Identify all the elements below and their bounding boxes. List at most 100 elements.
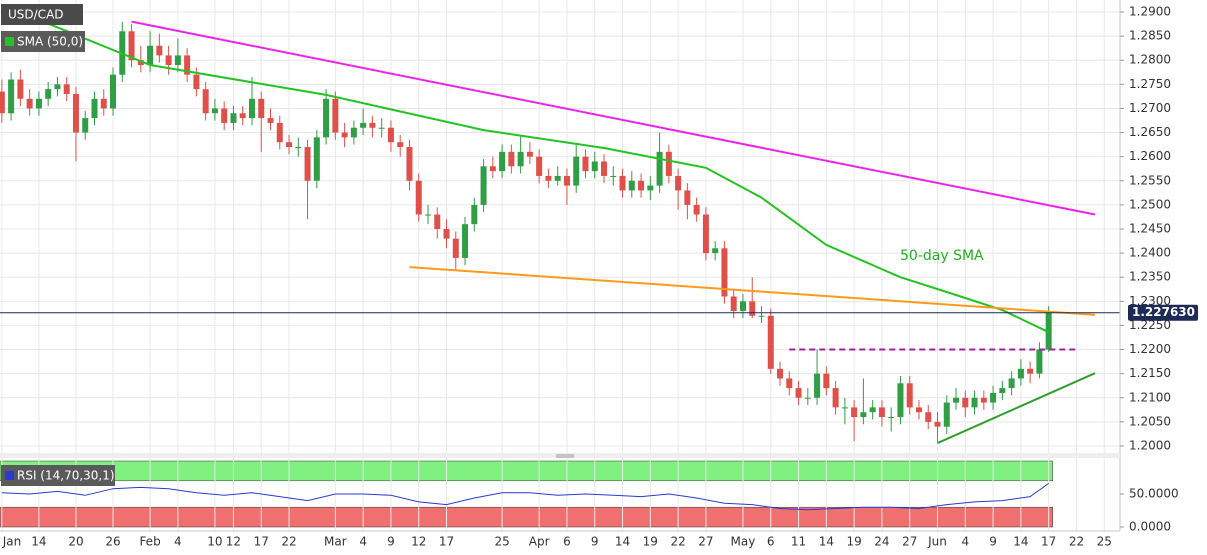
candle-body xyxy=(1017,368,1024,379)
candle-body xyxy=(211,108,218,114)
candle-body xyxy=(100,98,107,109)
last-price-box xyxy=(1128,304,1198,321)
candle-body xyxy=(489,166,496,172)
candle-body xyxy=(8,79,15,114)
candle-body xyxy=(82,118,89,133)
candle-body xyxy=(424,214,431,216)
candle-body xyxy=(619,175,626,191)
candle-body xyxy=(462,224,469,258)
candle-body xyxy=(341,132,348,138)
candle-body xyxy=(832,388,839,408)
annotation: 50-day SMA xyxy=(900,248,984,264)
candle-body xyxy=(54,84,61,90)
x-tick-label: 6 xyxy=(767,535,775,549)
candle-body xyxy=(684,190,691,205)
candle-body xyxy=(739,301,746,311)
x-tick-label: 25 xyxy=(1097,535,1112,549)
candle-body xyxy=(258,98,265,119)
candle-body xyxy=(350,127,357,138)
x-tick-label: Feb xyxy=(139,535,160,549)
candle-body xyxy=(147,45,154,66)
candle-body xyxy=(128,31,135,61)
x-tick-label: 4 xyxy=(961,535,969,549)
x-tick-label: 9 xyxy=(989,535,997,549)
candle-body xyxy=(295,147,302,149)
candle-body xyxy=(943,402,950,427)
candle-body xyxy=(248,98,255,119)
candle-body xyxy=(434,214,441,229)
candle-body xyxy=(582,156,589,172)
x-tick-label: 17 xyxy=(1041,535,1056,549)
candle-body xyxy=(767,315,774,369)
candle-body xyxy=(304,147,311,181)
y-tick-label: 1.2000 xyxy=(1129,438,1171,452)
y-tick-label: 1.2450 xyxy=(1129,221,1171,235)
x-tick-label: 11 xyxy=(791,535,806,549)
y-tick-label: 1.2800 xyxy=(1129,53,1171,67)
candle-body xyxy=(536,156,543,176)
y-tick-label: 1.2550 xyxy=(1129,173,1171,187)
candle-body xyxy=(35,98,42,109)
candle-body xyxy=(647,185,654,191)
candle-body xyxy=(230,113,237,123)
trendline xyxy=(937,372,1096,444)
plot xyxy=(0,3,1120,511)
candle-body xyxy=(406,147,413,181)
x-tick-label: Jan xyxy=(2,535,22,549)
y-tick-label: 1.2900 xyxy=(1129,5,1171,19)
candle-body xyxy=(443,228,450,239)
candle-body xyxy=(480,166,487,205)
candle-body xyxy=(610,175,617,177)
candle-body xyxy=(415,180,422,215)
y-tick-label: 1.2200 xyxy=(1129,342,1171,356)
candle-body xyxy=(897,383,904,418)
candle-body xyxy=(72,93,79,133)
candle-body xyxy=(601,161,608,176)
x-tick-label: May xyxy=(731,535,756,549)
y-tick-label: 1.2150 xyxy=(1129,366,1171,380)
x-tick-label: 19 xyxy=(643,535,658,549)
y-tick-label: 1.2350 xyxy=(1129,270,1171,284)
chart-title: USD/CAD xyxy=(8,8,64,22)
candle-body xyxy=(360,122,367,128)
candle-body xyxy=(156,45,163,56)
candle-body xyxy=(369,122,376,128)
candle-body xyxy=(925,412,932,422)
x-tick-label: 24 xyxy=(874,535,889,549)
candle-body xyxy=(675,175,682,191)
candle-body xyxy=(313,137,320,181)
candle-body xyxy=(323,98,330,138)
candle-body xyxy=(934,421,941,427)
y-tick-label: 1.2300 xyxy=(1129,294,1171,308)
candle-body xyxy=(45,89,52,99)
candle-body xyxy=(962,397,969,408)
candle-body xyxy=(906,383,913,408)
sma-legend-box xyxy=(1,31,85,52)
candle-body xyxy=(702,214,709,254)
candle-body xyxy=(499,151,506,172)
candle-body xyxy=(332,98,339,133)
candle-body xyxy=(721,248,728,297)
candle-body xyxy=(165,55,172,66)
symbol-box xyxy=(1,4,83,25)
candle-body xyxy=(971,397,978,408)
x-tick-label: 17 xyxy=(254,535,269,549)
candle-body xyxy=(758,315,765,317)
candle-body xyxy=(508,151,515,167)
x-tick-label: 9 xyxy=(591,535,599,549)
candle-body xyxy=(397,142,404,148)
candle-body xyxy=(452,238,459,258)
candle-body xyxy=(795,388,802,398)
x-tick-label: 22 xyxy=(1069,535,1084,549)
candle-body xyxy=(110,74,117,109)
x-tick-label: 27 xyxy=(902,535,917,549)
x-tick-label: 22 xyxy=(281,535,296,549)
candle-body xyxy=(17,79,24,99)
candle-body xyxy=(786,378,793,389)
candle-body xyxy=(814,373,821,398)
candle-body xyxy=(0,91,5,114)
x-tick-label: 4 xyxy=(359,535,367,549)
candle-body xyxy=(545,175,552,181)
y-tick-label: 1.2650 xyxy=(1129,125,1171,139)
